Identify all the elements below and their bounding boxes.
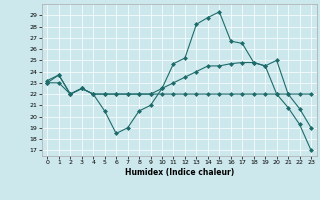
X-axis label: Humidex (Indice chaleur): Humidex (Indice chaleur) — [124, 168, 234, 177]
